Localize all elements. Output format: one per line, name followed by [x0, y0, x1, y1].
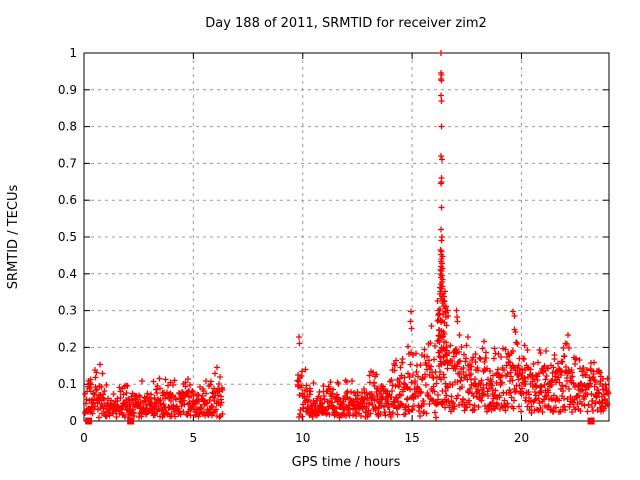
- y-tick-label: 0.8: [58, 120, 77, 134]
- data-points-layer: [82, 50, 612, 425]
- y-tick-label: 0.9: [58, 83, 77, 97]
- y-axis-label: SRMTID / TECUs: [6, 185, 21, 290]
- zero-flag-square: [587, 417, 595, 425]
- x-tick-label: 5: [190, 431, 198, 445]
- y-tick-label: 1: [69, 46, 77, 60]
- x-tick-label: 20: [514, 431, 529, 445]
- tick-label-layer: 0 5 10 15 20 0 0.1 0.2 0.3 0.4 0.5 0.6 0.7 0.8 0.9 1: [58, 46, 529, 445]
- grid-layer: [84, 53, 609, 421]
- y-tick-label: 0.3: [58, 304, 77, 318]
- x-tick-label: 10: [295, 431, 310, 445]
- chart-title: Day 188 of 2011, SRMTID for receiver zim…: [205, 16, 487, 31]
- zero-flag-square: [85, 417, 93, 425]
- zero-flag-square: [127, 417, 135, 425]
- y-tick-label: 0.5: [58, 230, 77, 244]
- x-axis-label: GPS time / hours: [292, 455, 401, 470]
- y-tick-label: 0.4: [58, 267, 77, 281]
- y-tick-label: 0.6: [58, 193, 77, 207]
- x-tick-label: 0: [80, 431, 88, 445]
- x-tick-label: 15: [404, 431, 419, 445]
- y-tick-label: 0: [69, 414, 77, 428]
- scatter-points: [82, 50, 612, 421]
- y-tick-label: 0.2: [58, 340, 77, 354]
- y-tick-label: 0.1: [58, 377, 77, 391]
- y-tick-label: 0.7: [58, 156, 77, 170]
